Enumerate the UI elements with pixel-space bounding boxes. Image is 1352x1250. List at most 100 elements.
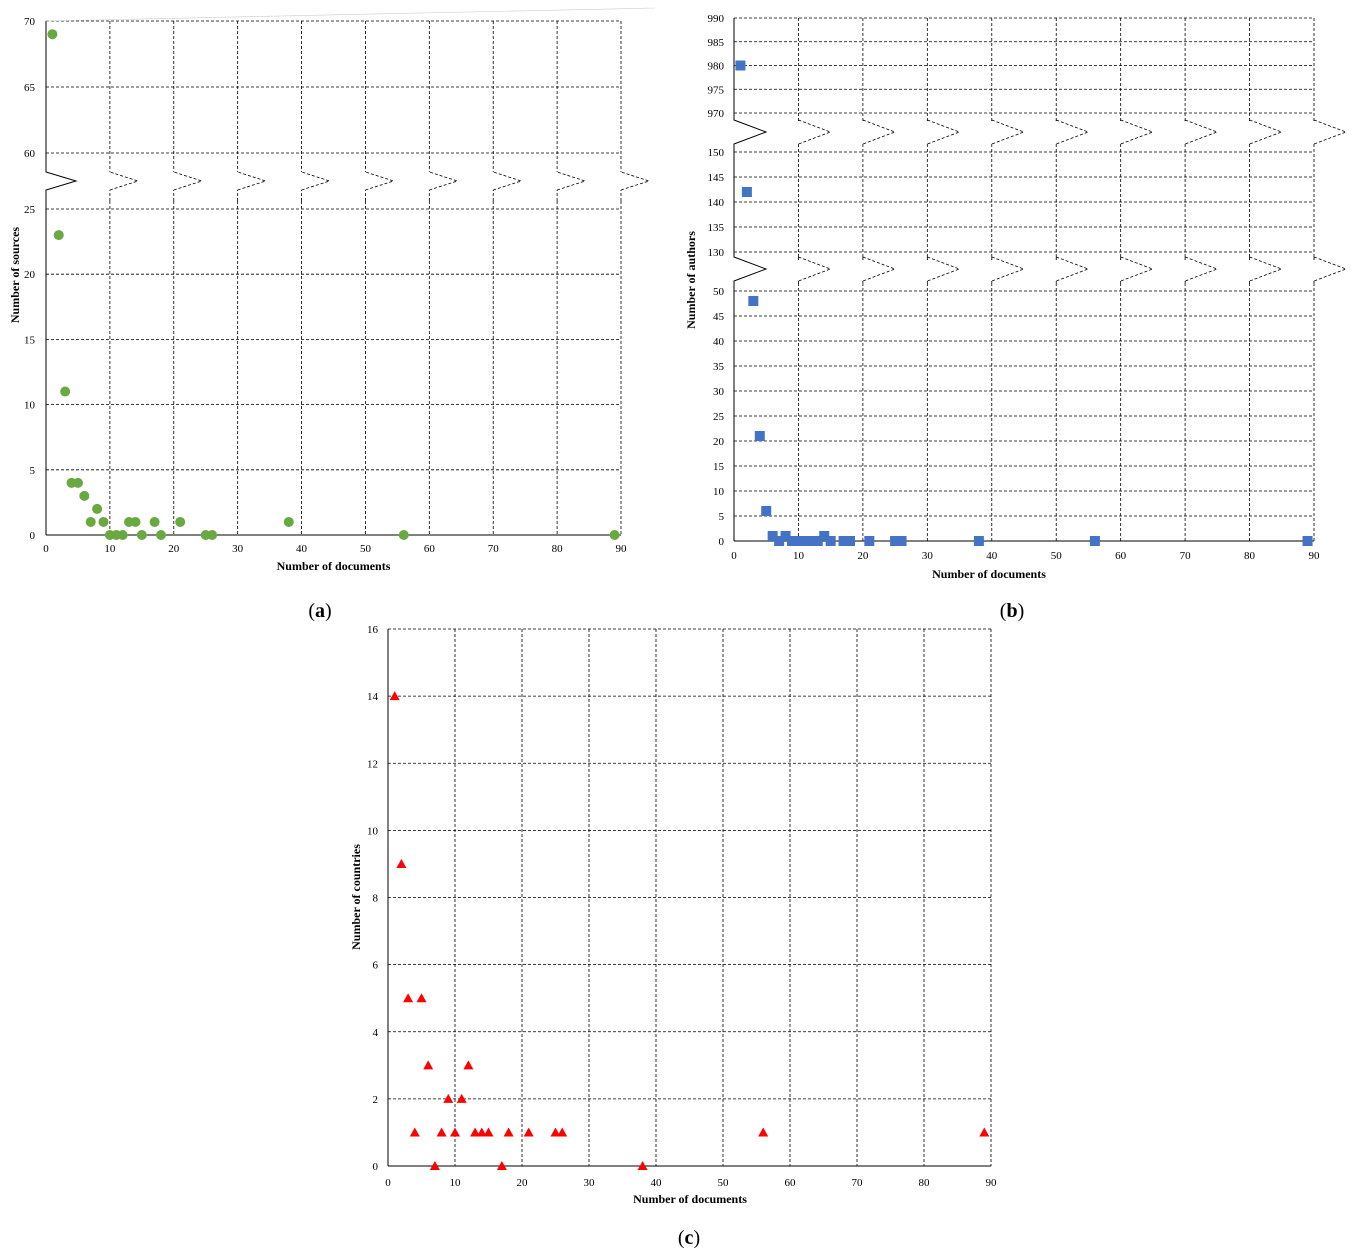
axis-break-marker [927, 119, 961, 145]
chart-panel-a: 0 5 10 15 20 25 60 65 70 0 10 20 30 40 50 60 70 80 90 Numbe… [8, 7, 656, 622]
axis-break-marker [862, 256, 897, 282]
y-tick-label: 6 [373, 960, 379, 972]
axis-break-marker [173, 161, 204, 201]
x-tick-label: 80 [552, 543, 564, 555]
data-point [470, 1127, 481, 1137]
axis-break-marker [1056, 119, 1090, 145]
data-point [890, 536, 901, 546]
data-point [175, 516, 186, 527]
y-tick-label: 30 [713, 386, 725, 398]
data-point [117, 530, 128, 540]
data-point [845, 536, 855, 546]
data-point [609, 530, 620, 540]
x-axis-title: Number of documents [633, 1192, 747, 1206]
data-point [637, 1161, 648, 1170]
axis-break-marker [1313, 256, 1348, 282]
data-point [825, 536, 836, 546]
y-axis-line [45, 21, 78, 535]
x-tick-label: 0 [731, 550, 737, 562]
y-tick-label: 135 [708, 222, 725, 234]
axis-break-marker [1184, 256, 1219, 282]
y-tick-label: 975 [708, 84, 725, 96]
data-point [496, 1161, 507, 1170]
y-axis-title: Number of sources [8, 227, 22, 324]
x-tick-label: 20 [517, 1177, 529, 1189]
data-point [92, 503, 103, 514]
panel-caption-b: (b) [1000, 600, 1024, 622]
data-point [136, 530, 147, 540]
y-tick-label: 990 [708, 13, 725, 25]
data-point [780, 531, 791, 541]
data-point [443, 1093, 454, 1103]
axis-break-marker [1249, 256, 1283, 282]
chart-panel-b: 0 5 10 15 20 25 30 35 40 45 50 130 135 140 145 150 970 97… [684, 13, 1348, 622]
data-point [523, 1127, 534, 1137]
data-point [85, 516, 96, 527]
x-tick-label: 80 [1244, 550, 1256, 562]
data-point [748, 296, 759, 306]
y-tick-label: 130 [708, 247, 725, 259]
data-point [1089, 536, 1100, 546]
axis-break-marker [556, 161, 587, 201]
axis-break-marker [1249, 119, 1283, 145]
y-tick-label: 985 [708, 37, 725, 49]
x-tick-label: 20 [857, 550, 869, 562]
x-tick-label: 10 [104, 543, 116, 555]
data-point [156, 530, 166, 540]
x-tick-label: 70 [488, 543, 500, 555]
data-point [396, 858, 407, 868]
data-point [557, 1127, 568, 1137]
data-point [53, 230, 64, 241]
data-point [896, 536, 907, 546]
y-tick-label: 15 [713, 461, 725, 473]
data-point [979, 1127, 990, 1137]
data-point [463, 1060, 474, 1070]
data-point [436, 1127, 447, 1137]
y-tick-label: 16 [367, 624, 379, 636]
y-tick-label: 40 [713, 336, 725, 348]
x-tick-label: 30 [922, 550, 934, 562]
x-tick-label: 10 [450, 1177, 462, 1189]
y-tick-label: 140 [708, 197, 725, 209]
data-point [130, 516, 141, 527]
data-point [72, 477, 83, 488]
x-tick-label: 40 [296, 543, 308, 555]
y-tick-label: 20 [713, 436, 725, 448]
axis-break-marker [109, 161, 140, 201]
y-tick-label: 45 [713, 311, 725, 323]
y-tick-label: 10 [713, 486, 725, 498]
x-tick-label: 10 [793, 550, 805, 562]
x-tick-label: 60 [785, 1177, 797, 1189]
data-point [398, 530, 409, 540]
panel-caption-a: (a) [308, 600, 331, 622]
x-tick-label: 80 [919, 1177, 931, 1189]
axis-break-marker [798, 119, 832, 145]
y-tick-label: 10 [24, 400, 36, 412]
data-point [812, 536, 823, 546]
y-tick-label: 25 [24, 204, 36, 216]
x-tick-label: 0 [43, 543, 49, 555]
data-point [735, 60, 746, 71]
axis-break-marker [301, 161, 331, 201]
y-axis-title: Number of authors [684, 231, 698, 329]
data-point [754, 431, 765, 441]
y-tick-label: 35 [713, 361, 725, 373]
y-tick-label: 25 [713, 411, 725, 423]
data-point [1302, 536, 1313, 546]
y-tick-label: 980 [708, 61, 725, 73]
axis-break-marker [237, 161, 267, 201]
x-tick-label: 30 [232, 543, 244, 555]
data-point [47, 29, 58, 40]
axis-break-marker [428, 161, 459, 201]
x-tick-label: 70 [852, 1177, 864, 1189]
data-point [423, 1060, 434, 1070]
data-point [389, 691, 400, 701]
data-point [483, 1127, 494, 1137]
axis-break-marker [365, 161, 395, 201]
data-point [799, 536, 810, 546]
panel-caption-c: (c) [678, 1227, 700, 1249]
y-tick-label: 50 [713, 286, 725, 298]
axis-break-marker [1120, 256, 1154, 282]
y-tick-label: 5 [719, 511, 725, 523]
